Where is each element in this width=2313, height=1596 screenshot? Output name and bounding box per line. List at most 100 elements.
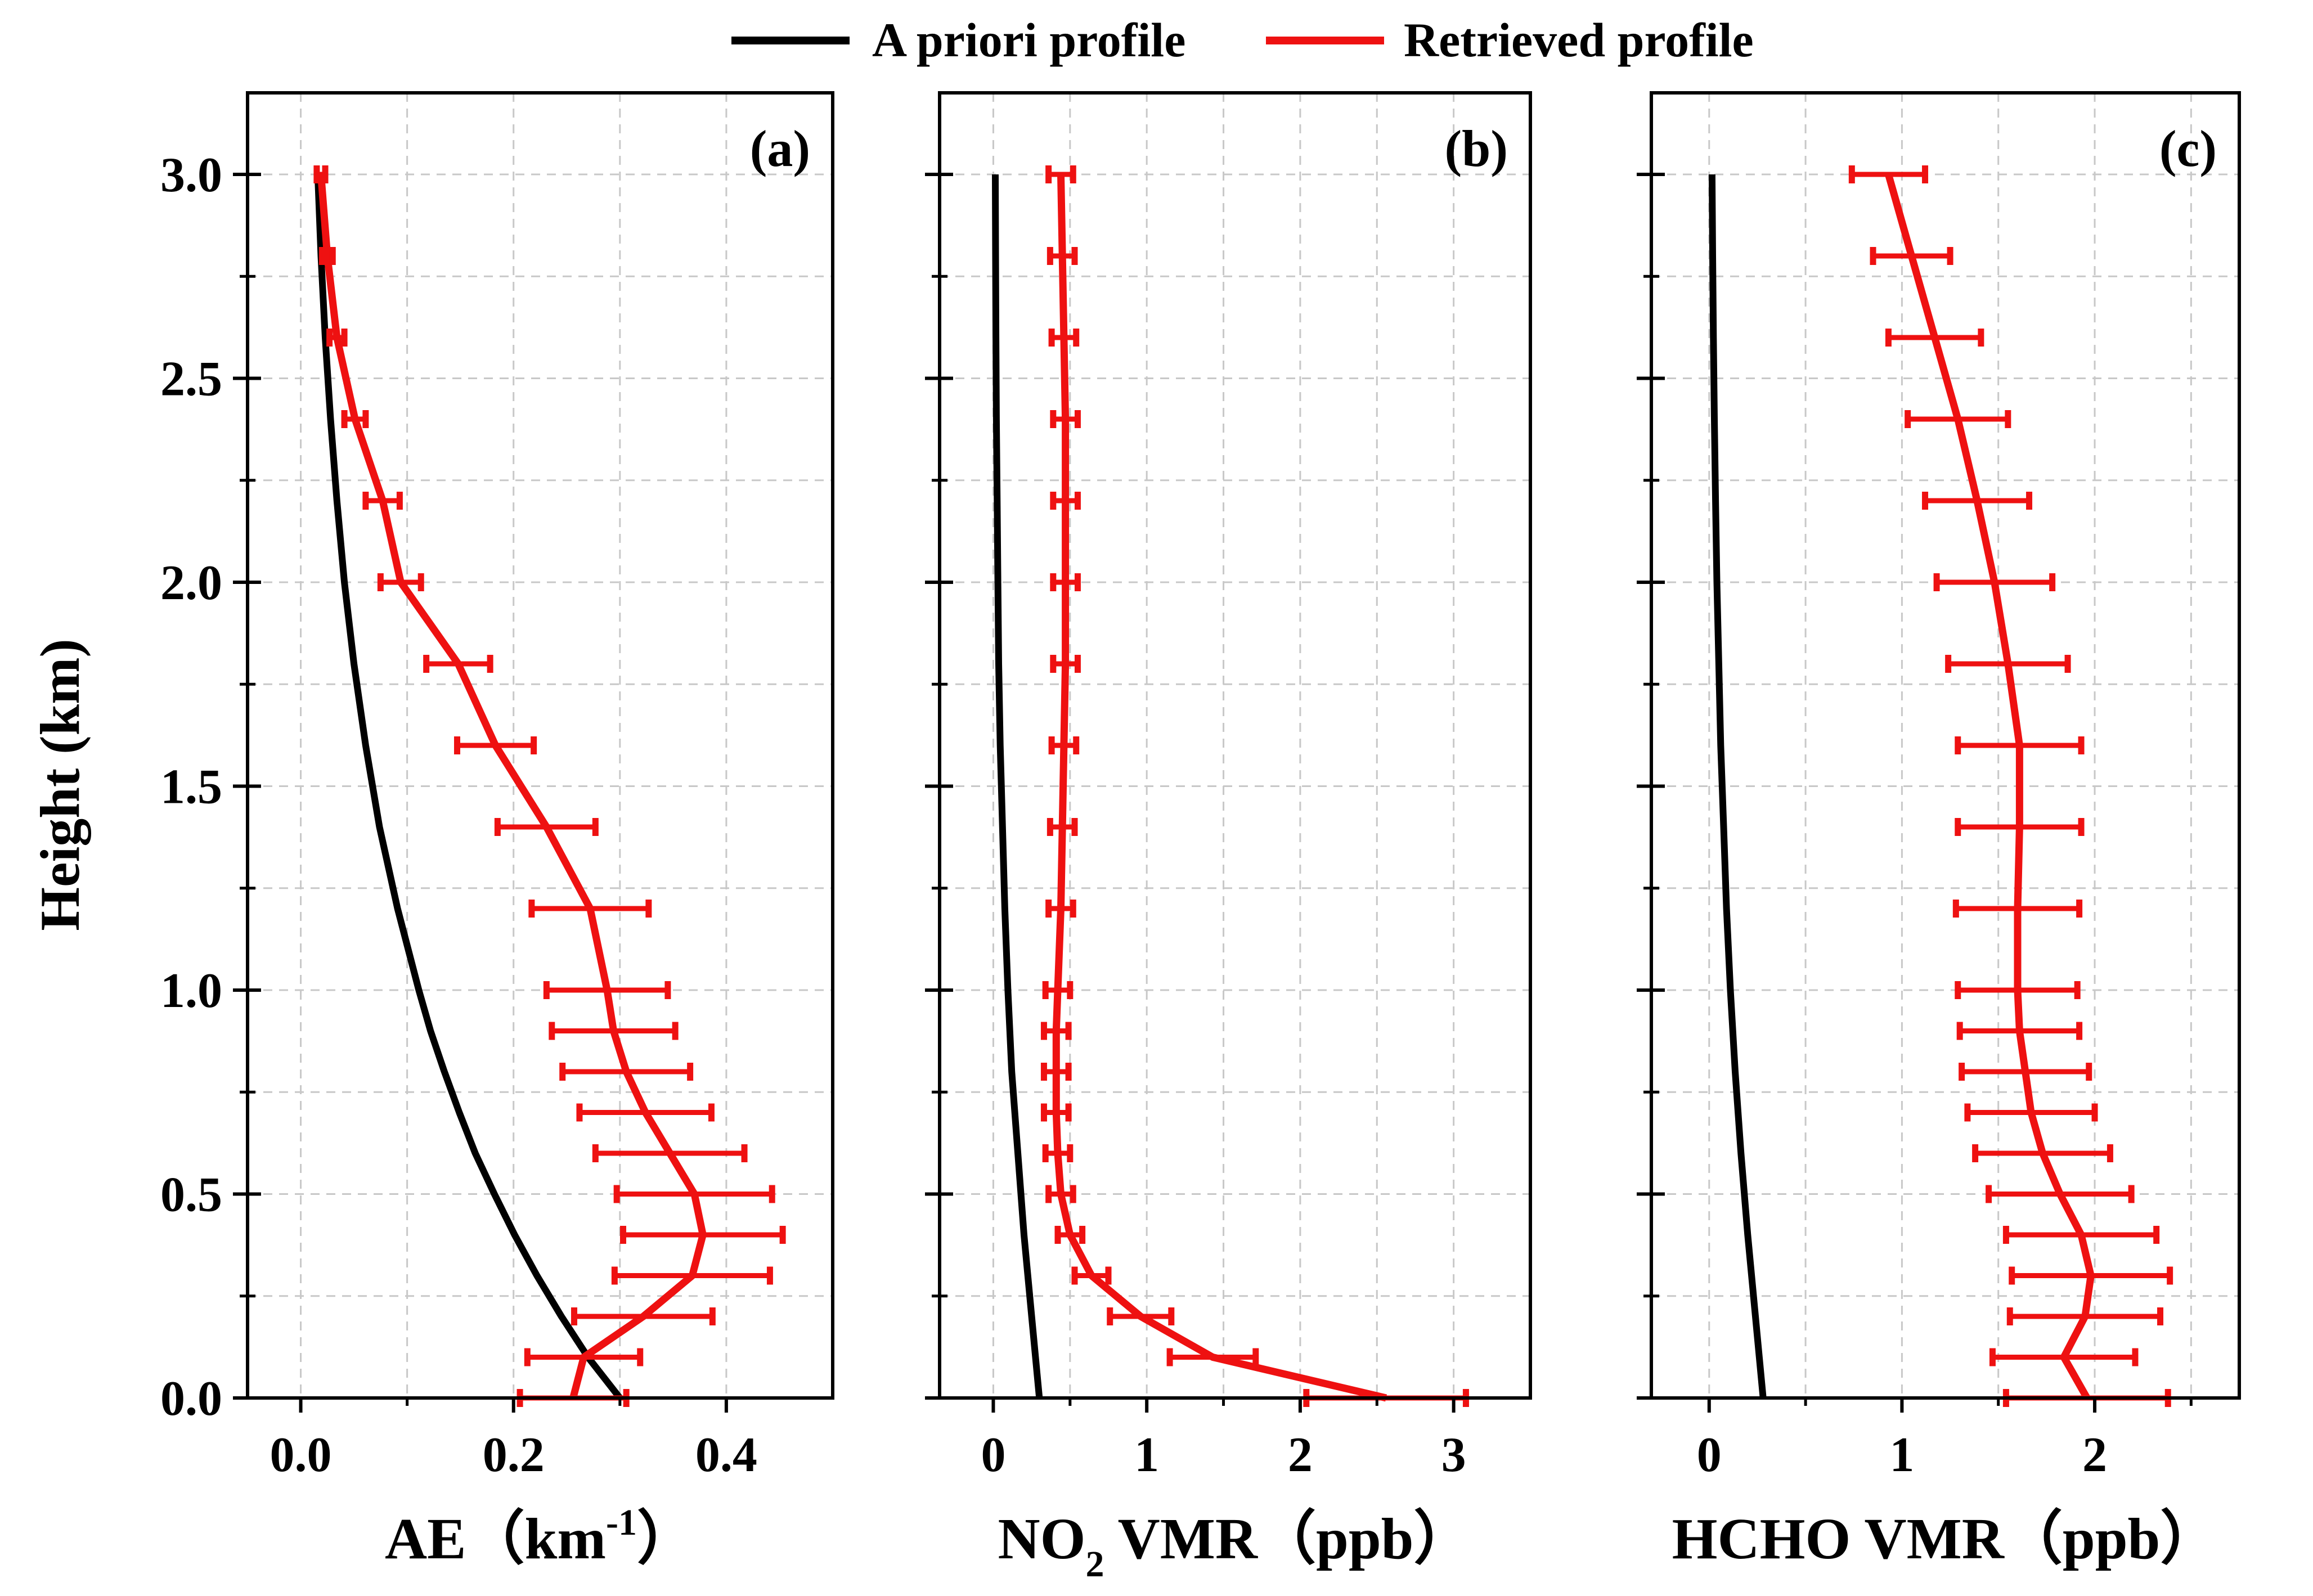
y-tick-label: 3.0 bbox=[160, 148, 222, 203]
x-axis-label: AE（km-1） bbox=[385, 1502, 695, 1571]
plot-frame bbox=[246, 91, 834, 1400]
x-axis-label-part: VMR（ppb） bbox=[1104, 1507, 1472, 1571]
panel-1: 0.0 0.2 0.4 0.0 0.5 1.0 1.5 2.0 2.5 3.0 (a) AE（km-1… bbox=[160, 91, 834, 1571]
error-bar bbox=[377, 573, 424, 591]
x-tick-label: 0.0 bbox=[270, 1428, 332, 1482]
error-bar bbox=[362, 492, 403, 510]
error-bar bbox=[2009, 1266, 2173, 1285]
x-tick-label: 0 bbox=[981, 1428, 1005, 1482]
error-bar bbox=[318, 247, 336, 265]
x-tick-label: 2 bbox=[2082, 1428, 2107, 1482]
x-axis-label-part: HCHO VMR（ppb） bbox=[1672, 1507, 2219, 1571]
y-tick-label: 1.5 bbox=[160, 760, 222, 815]
error-bar bbox=[1945, 655, 2071, 673]
panel-label: (b) bbox=[1445, 120, 1508, 177]
error-bar bbox=[1166, 1348, 1259, 1366]
error-bar bbox=[524, 1348, 644, 1366]
error-bar bbox=[1989, 1348, 2139, 1366]
error-bar bbox=[2002, 1226, 2160, 1244]
y-tick-label: 2.5 bbox=[160, 352, 222, 407]
error-bar bbox=[1045, 1185, 1076, 1203]
panel-label: (c) bbox=[2159, 120, 2217, 177]
x-axis-label: NO2 VMR（ppb） bbox=[998, 1507, 1472, 1585]
panel-label: (a) bbox=[750, 120, 810, 177]
error-bar bbox=[1050, 655, 1081, 673]
error-bar bbox=[1870, 247, 1953, 265]
x-tick-label: 1 bbox=[1134, 1428, 1159, 1482]
error-bar bbox=[454, 736, 537, 754]
y-tick-label: 0.0 bbox=[160, 1372, 222, 1426]
error-bar bbox=[1955, 736, 2085, 754]
error-bar bbox=[1050, 410, 1081, 428]
error-bar bbox=[571, 1307, 716, 1325]
error-bar bbox=[619, 1226, 786, 1244]
legend-retrieved-label: Retrieved profile bbox=[1404, 13, 1754, 67]
error-bar bbox=[543, 981, 671, 999]
error-bar bbox=[494, 818, 599, 836]
error-bar bbox=[1933, 573, 2056, 591]
error-bar bbox=[1959, 1063, 2092, 1081]
plot-frame bbox=[1650, 91, 2241, 1400]
error-bar bbox=[1071, 1266, 1112, 1285]
y-axis-label: Height (km) bbox=[29, 639, 91, 930]
error-bar bbox=[1045, 900, 1076, 918]
x-axis-label-part: ） bbox=[637, 1507, 695, 1571]
error-bar bbox=[1905, 410, 2011, 428]
plot-frame bbox=[938, 91, 1532, 1400]
error-bar bbox=[549, 1022, 679, 1040]
error-bar bbox=[1047, 247, 1078, 265]
error-bar bbox=[1922, 492, 2033, 510]
error-bar bbox=[1848, 165, 1929, 183]
x-tick-label: 0 bbox=[1697, 1428, 1722, 1482]
x-tick-label: 0.4 bbox=[695, 1428, 757, 1482]
error-bar bbox=[1050, 573, 1081, 591]
error-bar bbox=[528, 900, 652, 918]
error-bar bbox=[1107, 1307, 1175, 1325]
error-bar bbox=[1040, 1103, 1072, 1122]
apriori-profile-line bbox=[992, 174, 1043, 1399]
error-bar bbox=[2006, 1307, 2164, 1325]
apriori-profile-line bbox=[1708, 174, 1767, 1399]
legend: A priori profile Retrieved profile bbox=[731, 13, 1754, 67]
error-bar bbox=[1955, 981, 2081, 999]
x-tick-label: 1 bbox=[1889, 1428, 1914, 1482]
error-bar bbox=[326, 329, 348, 347]
error-bar bbox=[1054, 1226, 1086, 1244]
x-axis-label-part: -1 bbox=[606, 1502, 637, 1543]
x-tick-label: 0.2 bbox=[483, 1428, 545, 1482]
error-bar bbox=[592, 1144, 748, 1162]
error-bar bbox=[313, 165, 329, 183]
error-bar bbox=[1956, 1022, 2083, 1040]
error-bar bbox=[576, 1103, 715, 1122]
error-bar bbox=[1042, 1144, 1074, 1162]
error-bar bbox=[1885, 329, 1984, 347]
panel-2: 0 1 2 3 (b) NO2 VMR（ppb） bbox=[925, 91, 1532, 1585]
error-bar bbox=[1952, 900, 2083, 918]
error-bar bbox=[1986, 1185, 2135, 1203]
y-tick-label: 1.0 bbox=[160, 964, 222, 1018]
y-tick-label: 2.0 bbox=[160, 556, 222, 610]
error-bar bbox=[559, 1063, 694, 1081]
y-tick-label: 0.5 bbox=[160, 1168, 222, 1222]
error-bar bbox=[1972, 1144, 2113, 1162]
error-bar bbox=[1045, 165, 1076, 183]
apriori-profile-line bbox=[314, 174, 623, 1400]
error-bar bbox=[613, 1185, 775, 1203]
panels: 0.0 0.2 0.4 0.0 0.5 1.0 1.5 2.0 2.5 3.0 (a) AE（km-1… bbox=[160, 91, 2241, 1585]
x-axis-label-part: NO bbox=[998, 1507, 1085, 1571]
error-bar bbox=[423, 655, 493, 673]
error-bar bbox=[1048, 329, 1080, 347]
error-bar bbox=[1050, 492, 1081, 510]
panel-3: 0 1 2 (c) HCHO VMR（ppb） bbox=[1637, 91, 2241, 1571]
error-bar bbox=[1048, 736, 1080, 754]
x-axis-label: HCHO VMR（ppb） bbox=[1672, 1507, 2219, 1571]
error-bar bbox=[1047, 818, 1078, 836]
x-tick-label: 3 bbox=[1441, 1428, 1466, 1482]
error-bar bbox=[1042, 981, 1074, 999]
error-bar bbox=[341, 410, 369, 428]
x-axis-label-part: AE（km bbox=[385, 1507, 606, 1571]
x-tick-label: 2 bbox=[1288, 1428, 1313, 1482]
error-bar bbox=[1040, 1063, 1072, 1081]
error-bar bbox=[1040, 1022, 1072, 1040]
error-bar bbox=[1955, 818, 2085, 836]
